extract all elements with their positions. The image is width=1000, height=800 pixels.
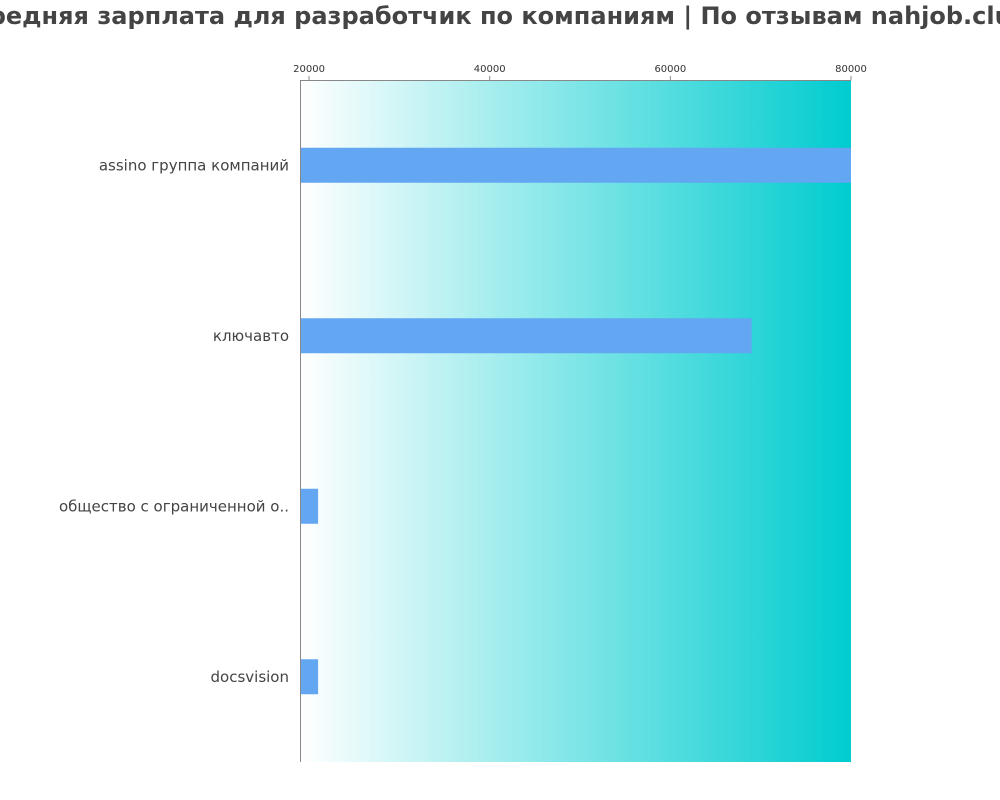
bar-2 <box>300 488 319 524</box>
category-label: общество с ограниченной о.. <box>59 497 289 515</box>
chart-title-container: Средняя зарплата для разработчик по комп… <box>0 0 1000 34</box>
x-tick-label: 40000 <box>474 64 506 75</box>
bar-0 <box>300 147 851 183</box>
category-label: assino группа компаний <box>99 156 289 174</box>
x-tick-label: 20000 <box>293 64 325 75</box>
bar-1 <box>300 318 752 354</box>
category-label: ключавто <box>213 327 289 345</box>
x-tick-label: 80000 <box>835 64 867 75</box>
plot-background <box>300 80 851 762</box>
bar-3 <box>300 659 319 695</box>
x-tick-label: 60000 <box>654 64 686 75</box>
category-label: docsvision <box>211 668 289 686</box>
chart-title: Средняя зарплата для разработчик по комп… <box>0 2 1000 30</box>
